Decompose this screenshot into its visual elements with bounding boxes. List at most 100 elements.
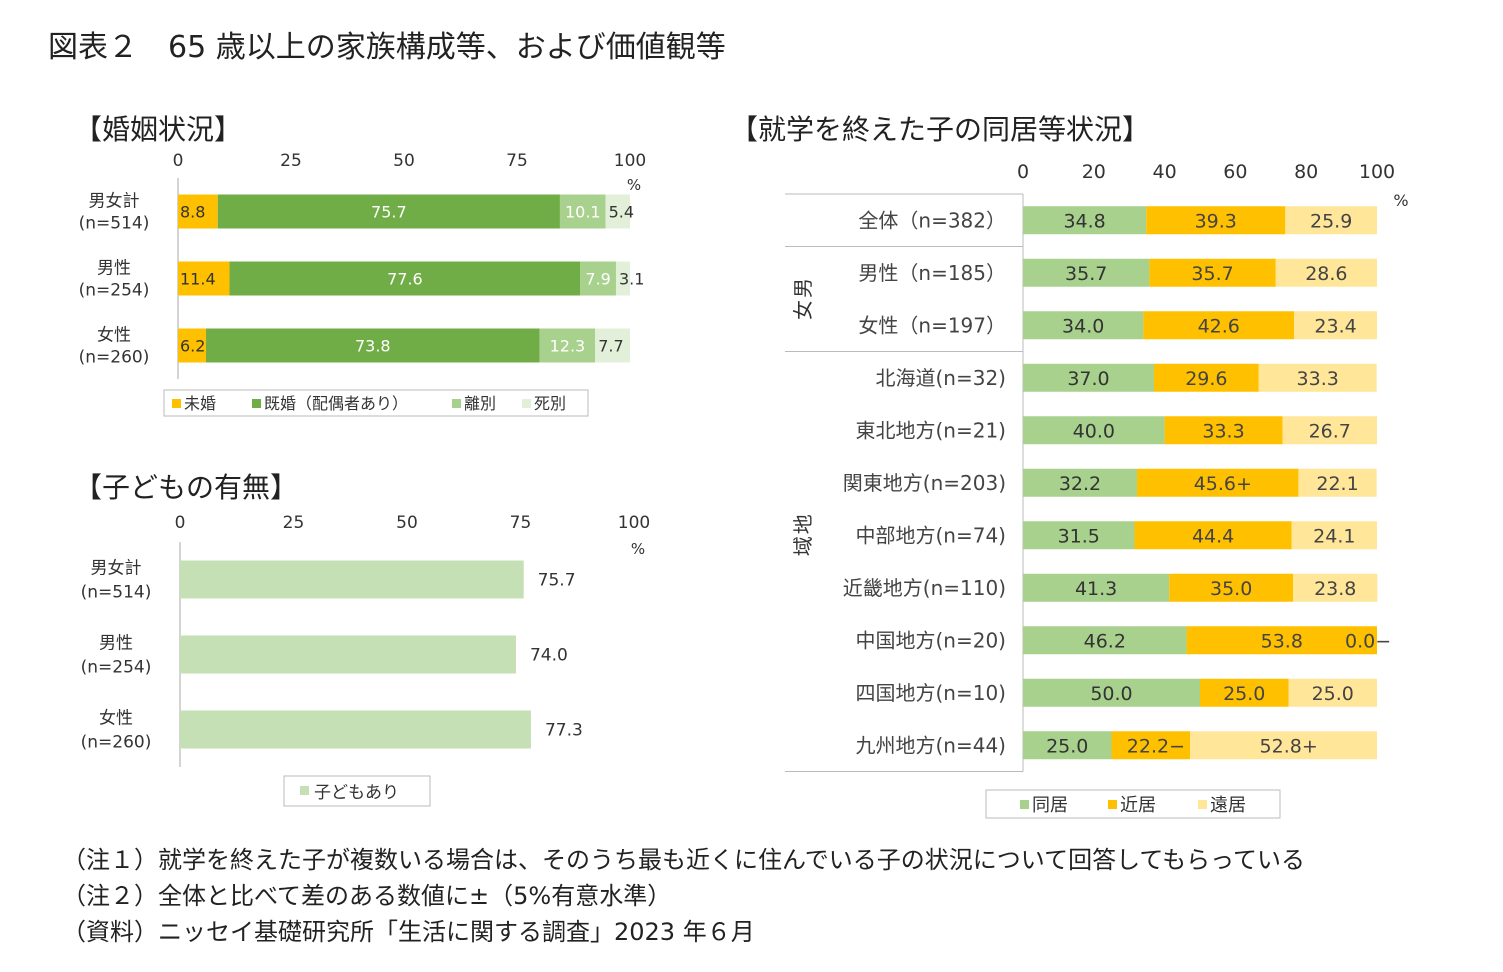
unit-label: % xyxy=(1393,191,1408,210)
legend-swatch xyxy=(1020,800,1029,809)
x-tick-label: 80 xyxy=(1294,161,1318,183)
bar-segment xyxy=(1023,416,1165,445)
group-label: 地 xyxy=(791,514,815,534)
category-label: 女性 xyxy=(97,326,131,346)
category-label: 全体（n=382） xyxy=(858,208,1006,232)
bar-segment xyxy=(1275,258,1377,287)
data-label: 35.7 xyxy=(1191,263,1233,285)
data-label: 11.4 xyxy=(180,270,216,289)
category-label: 男性 xyxy=(99,634,133,654)
bar-segment xyxy=(1258,363,1377,392)
data-label: 6.2 xyxy=(180,337,205,356)
bar-segment xyxy=(1023,678,1200,707)
note-2: （注２）全体と比べて差のある数値に±（5%有意水準） xyxy=(62,882,672,910)
bar-segment xyxy=(1285,206,1377,235)
bar-segment xyxy=(1298,468,1377,497)
data-label: 22.2− xyxy=(1127,735,1185,757)
category-n-label: (n=254) xyxy=(79,281,150,301)
data-label: 44.4 xyxy=(1192,525,1234,547)
legend-label: 子どもあり xyxy=(314,783,399,803)
data-label: 28.6 xyxy=(1305,263,1347,285)
data-label: 24.1 xyxy=(1313,525,1355,547)
category-n-label: (n=260) xyxy=(81,733,152,753)
bar-segment xyxy=(1149,258,1276,287)
data-label: 26.7 xyxy=(1309,420,1351,442)
data-label: 50.0 xyxy=(1090,683,1132,705)
data-label: 25.0 xyxy=(1223,683,1265,705)
category-label: 北海道(n=32) xyxy=(876,366,1007,390)
legend-label: 既婚（配偶者あり） xyxy=(264,394,408,413)
data-label: 46.2 xyxy=(1084,630,1126,652)
data-label: 77.6 xyxy=(387,270,423,289)
legend-swatch xyxy=(172,399,181,408)
bar-segment xyxy=(1186,626,1377,655)
cohabitation-title: 【就学を終えた子の同居等状況】 xyxy=(730,113,1151,146)
data-label: 77.3 xyxy=(545,721,583,741)
x-tick-label: 0 xyxy=(1017,161,1029,183)
children-chart: 0 25 50 75 100% 男女計 (n=514) 75.7 男性 (n=254) 74.0 女性… xyxy=(81,513,650,807)
note-3: （資料）ニッセイ基礎研究所「生活に関する調査」2023 年６月 xyxy=(62,918,755,946)
bar-segment xyxy=(1023,626,1187,655)
x-tick-label: 50 xyxy=(396,513,418,533)
category-label: 九州地方(n=44) xyxy=(856,733,1007,757)
data-label: 34.8 xyxy=(1063,210,1105,232)
data-label: 52.8+ xyxy=(1260,735,1318,757)
bar-segment xyxy=(559,194,606,229)
page-title: 図表２ 65 歳以上の家族構成等、および価値観等 xyxy=(48,30,726,65)
x-tick-label: 50 xyxy=(393,151,415,171)
x-tick-label: 40 xyxy=(1153,161,1177,183)
unit-label: % xyxy=(627,176,641,194)
bar-segment xyxy=(1282,416,1377,445)
data-label: 0.0− xyxy=(1345,630,1391,652)
data-label: 3.1 xyxy=(619,270,644,289)
bar-segment xyxy=(1293,573,1378,602)
category-label: 中国地方(n=20) xyxy=(856,628,1007,652)
data-label: 8.8 xyxy=(180,203,205,222)
legend-swatch xyxy=(1108,800,1117,809)
bar-segment xyxy=(539,328,596,363)
bar-segment xyxy=(1023,311,1144,340)
group-label: 女 xyxy=(791,300,815,320)
marital-status-title: 【婚姻状況】 xyxy=(74,113,243,146)
data-label: 53.8 xyxy=(1261,630,1303,652)
category-label: 男女計 xyxy=(89,192,140,212)
data-label: 25.9 xyxy=(1310,210,1352,232)
category-label: 女性 xyxy=(99,709,133,729)
legend-label: 近居 xyxy=(1120,795,1156,816)
children-title: 【子どもの有無】 xyxy=(74,471,299,504)
data-label: 31.5 xyxy=(1058,525,1100,547)
group-label: 男 xyxy=(791,278,815,298)
data-label: 35.7 xyxy=(1065,263,1107,285)
bar-segment xyxy=(595,328,630,363)
data-label: 7.7 xyxy=(598,337,623,356)
legend-box xyxy=(163,389,589,417)
bar-segment xyxy=(1153,363,1259,392)
bar-segment xyxy=(1190,731,1377,760)
category-n-label: (n=514) xyxy=(79,214,150,234)
bar-segment xyxy=(1294,311,1377,340)
data-label: 33.3 xyxy=(1297,368,1339,390)
x-tick-label: 20 xyxy=(1082,161,1106,183)
data-label: 42.6 xyxy=(1198,315,1240,337)
category-label: 四国地方(n=10) xyxy=(856,681,1007,705)
legend-label: 未婚 xyxy=(184,394,216,413)
bar xyxy=(180,710,531,749)
data-label: 22.1 xyxy=(1316,473,1358,495)
data-label: 12.3 xyxy=(550,337,586,356)
bar-segment xyxy=(217,194,560,229)
bar-segment xyxy=(605,194,630,229)
data-label: 75.7 xyxy=(371,203,407,222)
bar-segment xyxy=(1291,521,1377,550)
data-label: 33.3 xyxy=(1202,420,1244,442)
x-tick-label: 60 xyxy=(1223,161,1247,183)
legend-label: 同居 xyxy=(1032,795,1068,816)
data-label: 45.6+ xyxy=(1194,473,1252,495)
data-label: 23.4 xyxy=(1314,315,1356,337)
legend-label: 死別 xyxy=(534,394,566,413)
legend-swatch xyxy=(252,399,261,408)
data-label: 25.0 xyxy=(1312,683,1354,705)
category-label: 男女計 xyxy=(91,559,142,579)
data-label: 37.0 xyxy=(1067,368,1109,390)
data-label: 73.8 xyxy=(355,337,391,356)
